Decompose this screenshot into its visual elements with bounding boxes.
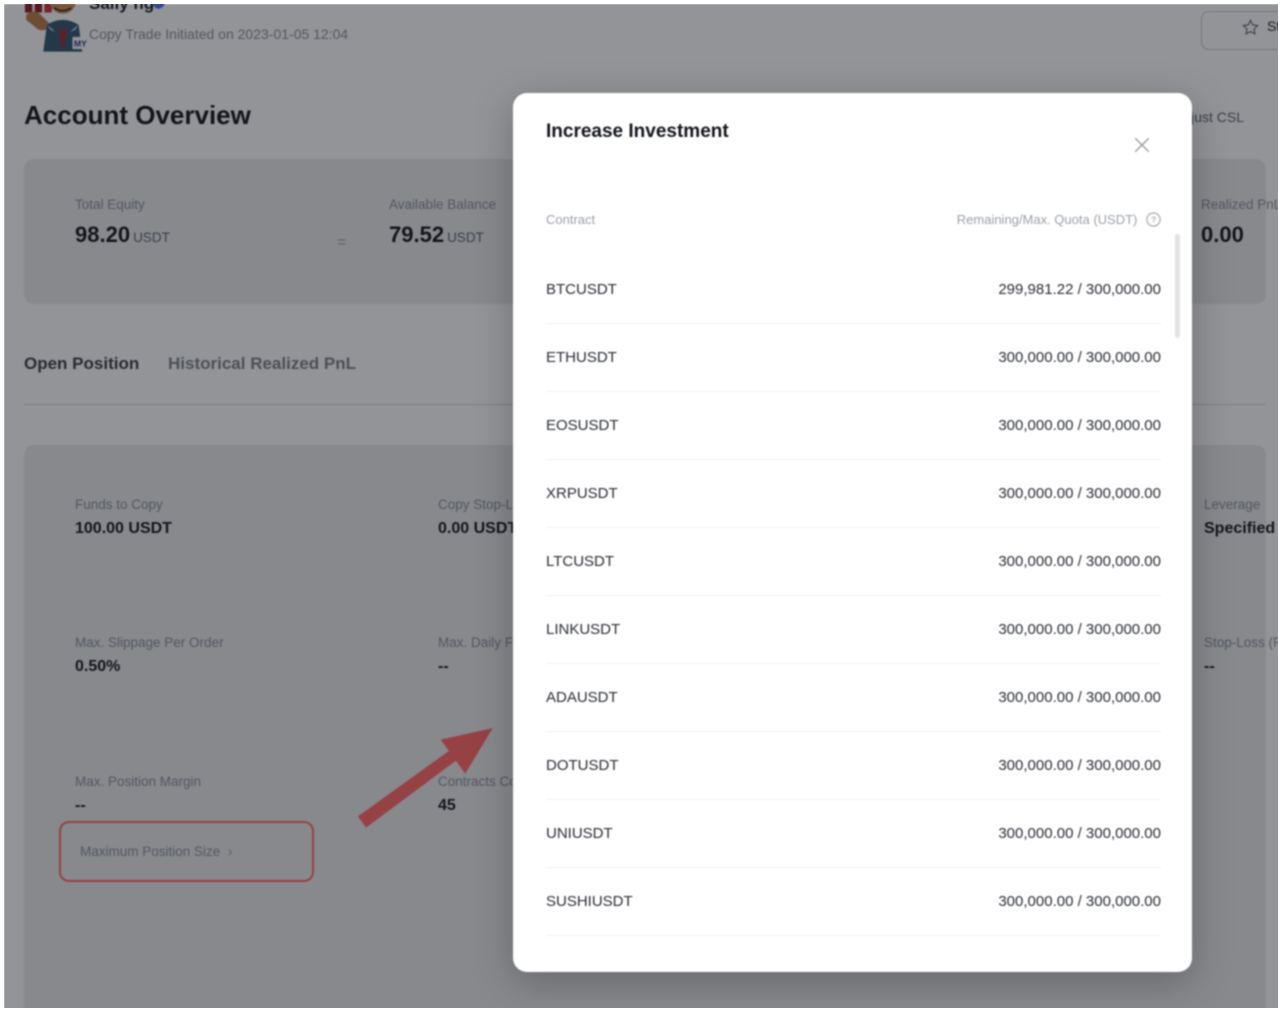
svg-text:?: ? xyxy=(1151,216,1156,225)
